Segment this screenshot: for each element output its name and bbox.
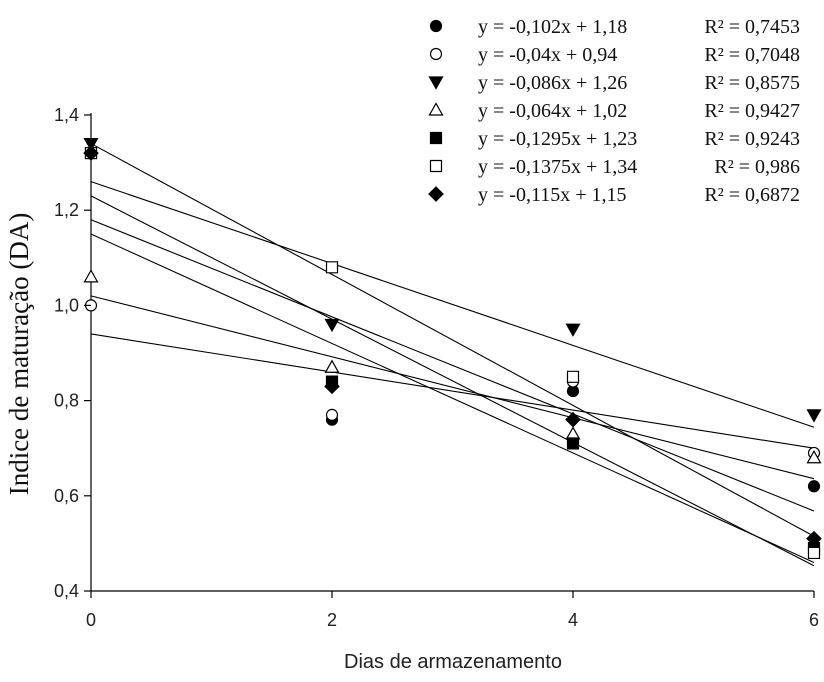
y-tick-label: 1,0	[54, 295, 79, 315]
legend-equation: y = -0,115x + 1,15	[478, 184, 626, 206]
legend-marker-circle-filled	[429, 19, 443, 33]
data-point-triangle-up-open	[806, 450, 822, 464]
legend: y = -0,102x + 1,18 R² = 0,7453 y = -0,04x …	[428, 16, 800, 206]
data-point-diamond-filled	[806, 530, 822, 547]
legend-equation: y = -0,1375x + 1,34	[478, 156, 637, 178]
trend-line-1	[90, 219, 815, 512]
trend-line-5	[90, 195, 815, 567]
data-point-triangle-down-filled	[83, 137, 99, 152]
x-axis-title: Dias de armazenamento	[344, 651, 562, 673]
y-tick-label: 0,8	[54, 391, 79, 411]
x-tick-label: 6	[809, 610, 819, 630]
data-point-square-filled	[566, 437, 580, 450]
data-point-square-open	[807, 546, 821, 560]
data-point-triangle-up-open	[324, 359, 340, 373]
data-point-triangle-down-filled	[806, 409, 822, 423]
legend-equation: y = -0,102x + 1,18	[478, 16, 627, 38]
trend-line-4	[90, 295, 815, 480]
legend-r-squared: R² = 0,986	[714, 156, 800, 178]
legend-marker-triangle-up-open	[428, 102, 444, 116]
plot-frame	[90, 113, 814, 592]
x-tick-label: 0	[86, 610, 96, 630]
x-tick-label: 4	[568, 610, 578, 630]
y-tick-label: 0,4	[54, 581, 79, 601]
data-point-diamond-filled	[565, 411, 581, 428]
data-points	[83, 137, 822, 560]
axis-ticks: 0,4 0,6 0,8 1,0 1,2 1,4 0 2 4 6	[54, 105, 819, 630]
legend-equation: y = -0,1295x + 1,23	[478, 128, 637, 150]
x-tick-label: 2	[327, 610, 337, 630]
legend-r-squared: R² = 0,8575	[704, 72, 800, 94]
legend-marker-diamond-filled	[428, 186, 444, 202]
data-point-triangle-down-filled	[565, 323, 581, 337]
legend-marker-square-filled	[429, 131, 443, 145]
y-tick-label: 1,2	[54, 200, 79, 220]
data-point-diamond-filled	[324, 378, 340, 395]
legend-r-squared: R² = 0,7048	[704, 44, 800, 66]
data-point-circle-filled	[807, 480, 821, 493]
y-tick-label: 0,6	[54, 486, 79, 506]
legend-equation: y = -0,064x + 1,02	[478, 100, 627, 122]
legend-equation: y = -0,04x + 0,94	[478, 44, 617, 66]
data-point-diamond-filled	[83, 145, 99, 161]
legend-marker-triangle-down-filled	[428, 76, 444, 90]
y-tick-label: 1,4	[54, 105, 79, 125]
trend-line-3	[90, 181, 815, 428]
data-point-square-open	[325, 261, 339, 274]
y-axis-title: Indice de maturação (DA)	[4, 213, 34, 496]
data-point-triangle-down-filled	[324, 318, 340, 333]
data-point-triangle-up-open	[83, 269, 99, 283]
trend-line-7	[90, 233, 815, 563]
legend-r-squared: R² = 0,7453	[704, 16, 800, 38]
legend-r-squared: R² = 0,6872	[704, 184, 800, 206]
legend-equation: y = -0,086x + 1,26	[478, 72, 627, 94]
legend-marker-square-open	[429, 159, 443, 173]
data-point-triangle-up-open	[565, 426, 581, 440]
legend-r-squared: R² = 0,9243	[704, 128, 800, 150]
trend-line-2	[90, 333, 815, 449]
trend-lines	[90, 143, 815, 567]
data-point-square-open	[566, 370, 580, 383]
trend-line-6	[90, 143, 815, 537]
legend-r-squared: R² = 0,9427	[704, 100, 800, 122]
data-point-circle-open	[325, 408, 339, 421]
legend-marker-circle-open	[429, 47, 443, 61]
